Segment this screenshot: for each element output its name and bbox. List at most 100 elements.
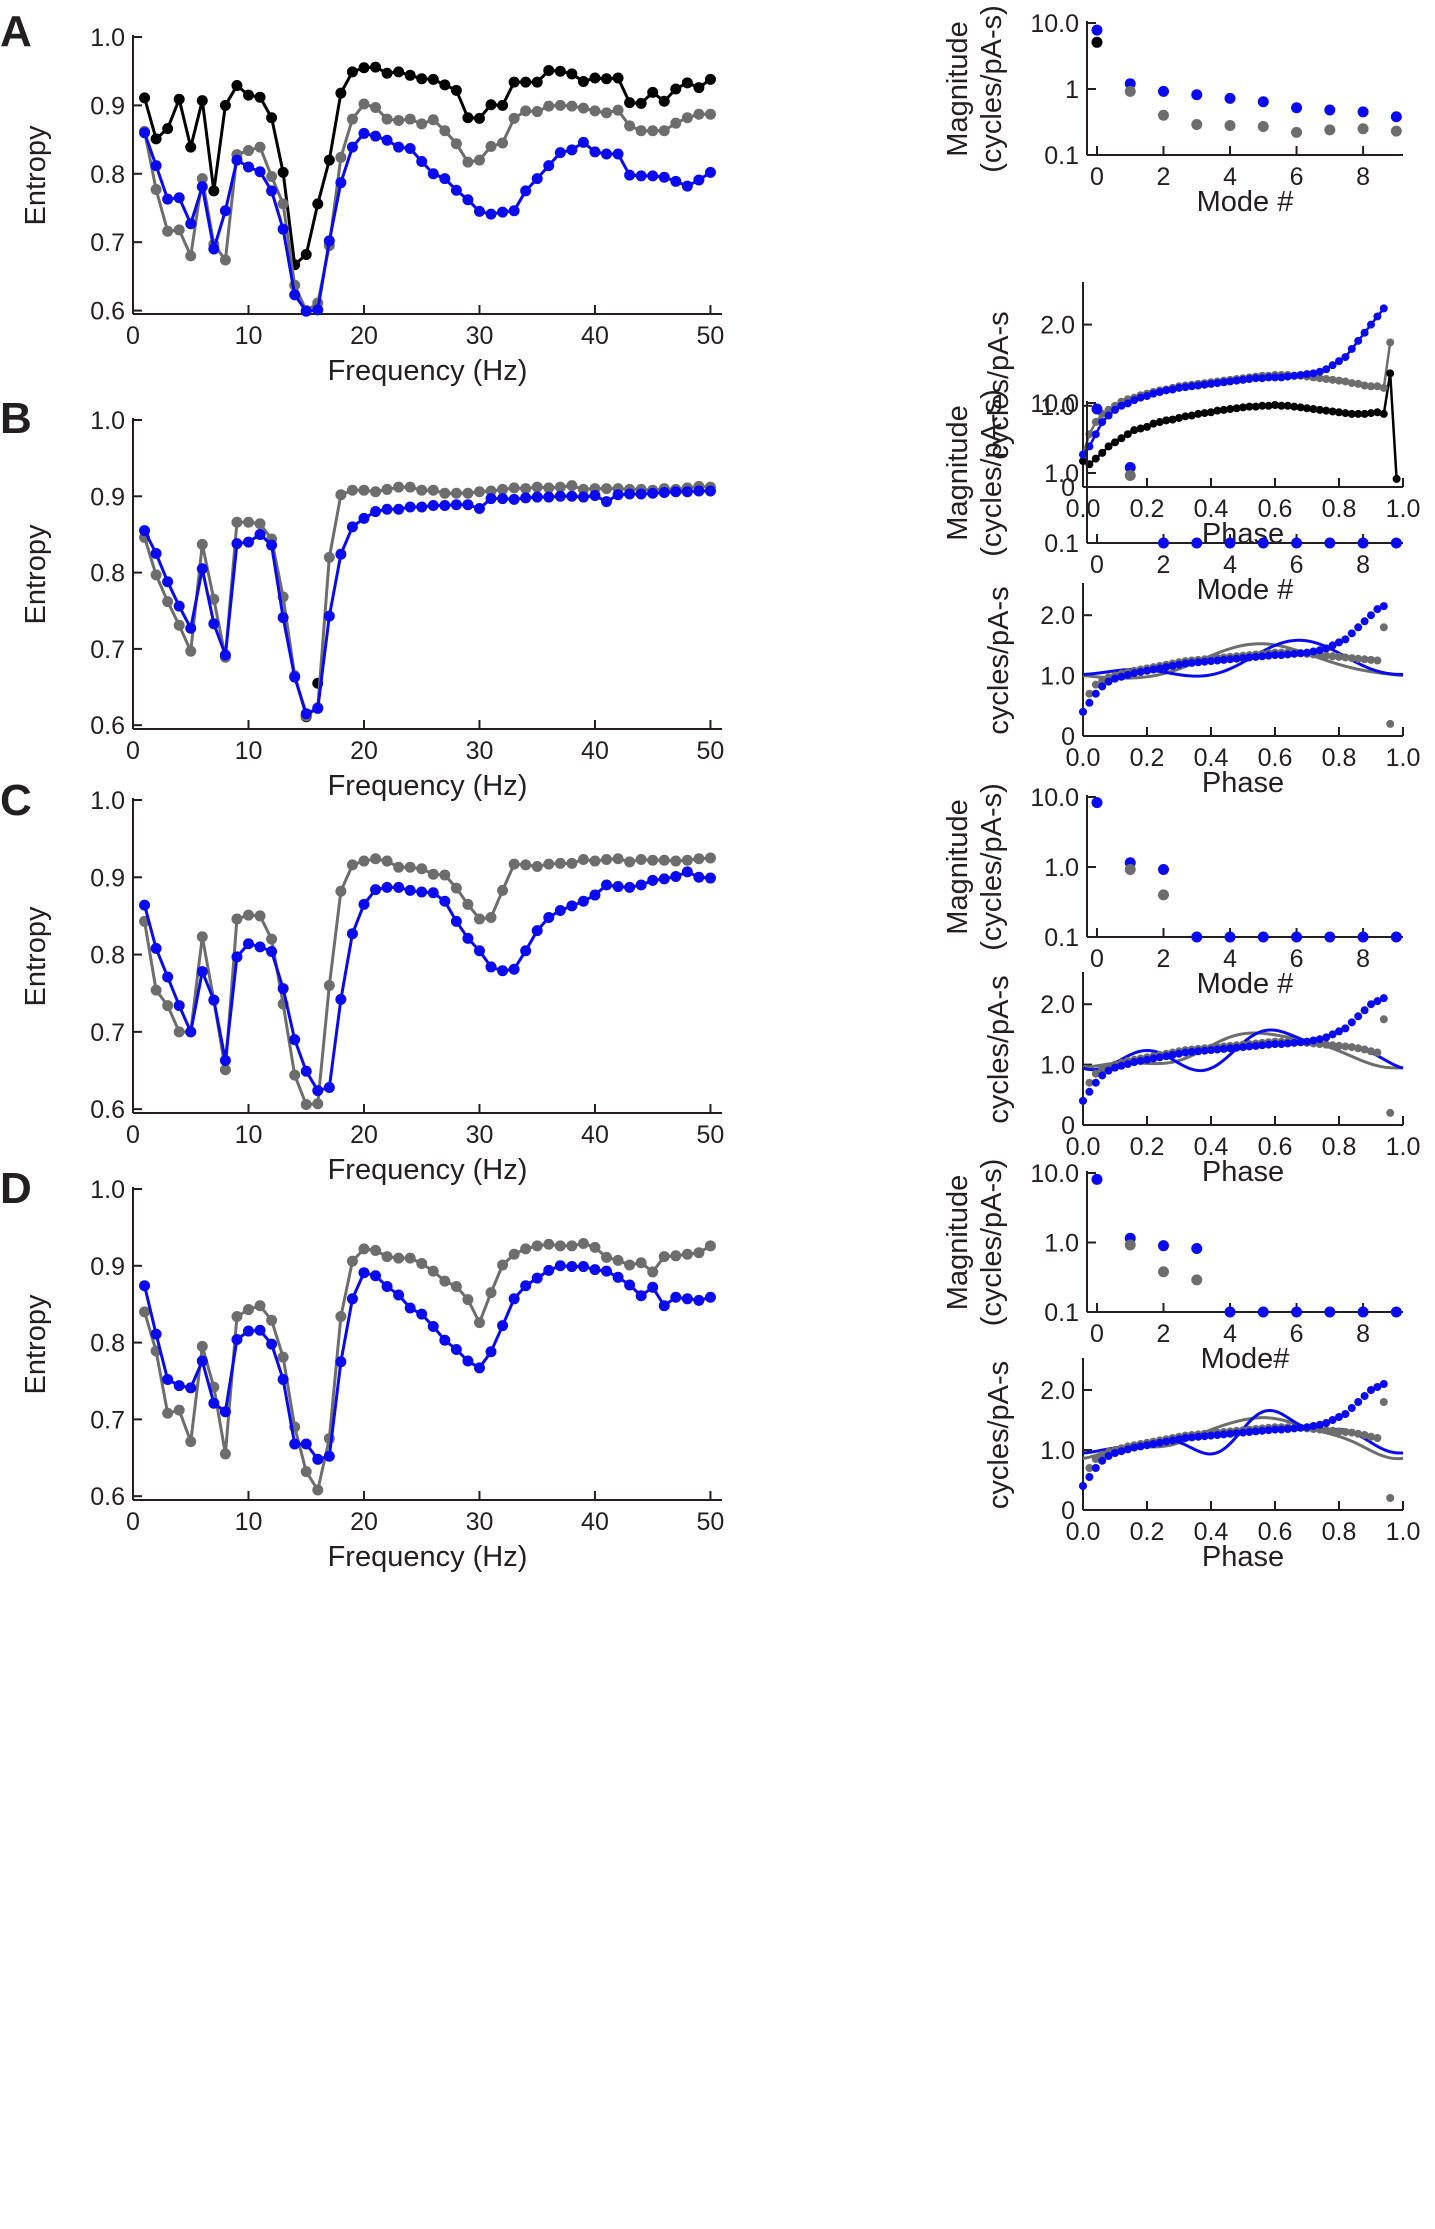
x-tick-label: 0 [1090,1320,1104,1348]
phase-point-blue [1360,1006,1369,1015]
data-point-blue [566,144,578,156]
y-axis-label: Magnitude [942,405,974,540]
data-point-gray [462,1294,474,1306]
phase-point-blue [1296,1038,1305,1047]
phase-point-blue [1309,647,1318,656]
x-tick-label: 30 [466,322,494,350]
phase-point-blue [1245,1428,1254,1436]
phase-point-gray [1322,651,1331,660]
data-point-gray [589,105,601,117]
data-point-blue [439,895,451,907]
phase-point-blue [1123,1059,1132,1068]
phase-point-black [1079,457,1087,466]
data-point-gray [543,1238,555,1250]
phase-point-black [1091,454,1100,463]
phase-point-gray [1373,1434,1382,1442]
phase-point-blue [1290,1038,1299,1047]
phase-point-blue [1200,657,1209,666]
data-point-gray [485,140,497,152]
chart-b-entropy: 0 10 20 30 40 50 0.6 0.7 0.8 0.9 1.0 Frequency (Hz)… [20,407,724,802]
data-point-gray [139,1306,151,1318]
mode-point-gray [1158,1266,1170,1278]
phase-point-blue [1085,1087,1094,1096]
x-tick-label: 0.8 [1322,1133,1357,1161]
data-point-black [520,76,532,88]
x-tick-label: 6 [1290,1320,1304,1348]
phase-point-gray [1098,1065,1107,1074]
x-tick-label: 50 [697,322,725,350]
y-tick-label: 1 [1065,76,1079,104]
data-point-black [370,61,382,73]
phase-point-gray [1098,676,1107,685]
data-point-blue [520,185,532,197]
phase-point-blue [1379,304,1388,313]
data-point-blue [531,173,543,185]
mode-point-black [1091,36,1103,48]
phase-point-blue [1117,1061,1126,1070]
phase-point-gray [1085,1464,1094,1472]
phase-point-gray [1379,1398,1388,1406]
phase-point-gray [1379,383,1388,392]
mode-point-blue [1257,1306,1269,1318]
data-point-blue [681,866,693,878]
x-tick-label: 0.0 [1066,495,1101,523]
phase-point-blue [1149,665,1158,674]
data-point-blue [219,1054,231,1066]
data-point-gray [681,1248,693,1260]
phase-point-blue [1373,1383,1382,1391]
phase-point-blue [1130,1443,1139,1452]
x-tick-label: 0.2 [1130,1518,1165,1546]
data-point-blue [289,671,301,683]
x-tick-label: 0.0 [1066,1518,1101,1546]
fit-curve-gray [1082,1416,1404,1461]
phase-point-black [1303,404,1311,413]
x-tick-label: 0 [126,1508,140,1536]
y-tick-label: 0 [1061,1112,1075,1140]
data-point-black [670,83,682,95]
phase-point-blue [1123,670,1132,679]
phase-point-blue [1277,1040,1286,1049]
data-point-black [335,87,347,99]
data-point-blue [554,490,566,502]
y-tick-label: 2.0 [1040,1377,1075,1405]
x-tick-label: 0.8 [1322,744,1357,772]
data-point-gray [427,868,439,880]
data-point-gray [612,1254,624,1266]
data-point-gray [601,107,613,119]
mode-point-blue [1224,1306,1236,1318]
data-point-black [589,72,601,84]
data-point-blue [323,610,335,622]
phase-point-gray [1373,656,1382,665]
data-point-blue [381,503,393,515]
x-tick-label: 0.0 [1066,1133,1101,1161]
mode-point-gray [1257,121,1269,133]
phase-point-black [1219,405,1228,414]
data-point-blue [624,488,636,500]
y-tick-label: 0.8 [90,942,125,970]
data-point-blue [485,208,497,220]
data-point-gray [601,483,613,495]
data-point-black [462,112,474,124]
mode-point-blue [1191,1242,1203,1254]
panel-label-a: A [0,7,32,56]
chart-d-phase: 0.0 0.2 0.4 0.6 0.8 1.0 0 1.0 2.0 Phase cycles/pA-… [983,1358,1420,1573]
phase-point-blue [1264,373,1273,382]
y-tick-label: 1.0 [1040,1437,1075,1465]
data-point-gray [624,1259,636,1271]
data-point-gray [508,858,520,870]
x-tick-label: 0.2 [1130,744,1165,772]
data-point-blue [173,1000,185,1012]
phase-point-blue [1258,652,1267,661]
phase-point-blue [1245,653,1254,662]
x-axis-label: Frequency (Hz) [328,355,528,387]
data-point-blue [208,994,220,1006]
data-point-blue [670,1291,682,1303]
data-point-blue [254,1324,266,1336]
y-tick-label: 2.0 [1040,312,1075,340]
data-point-gray [531,481,543,493]
data-point-gray [520,105,532,117]
x-tick-label: 0.4 [1194,744,1229,772]
phase-point-blue [1373,997,1382,1006]
phase-point-blue [1123,1445,1132,1454]
data-point-blue [346,521,358,533]
